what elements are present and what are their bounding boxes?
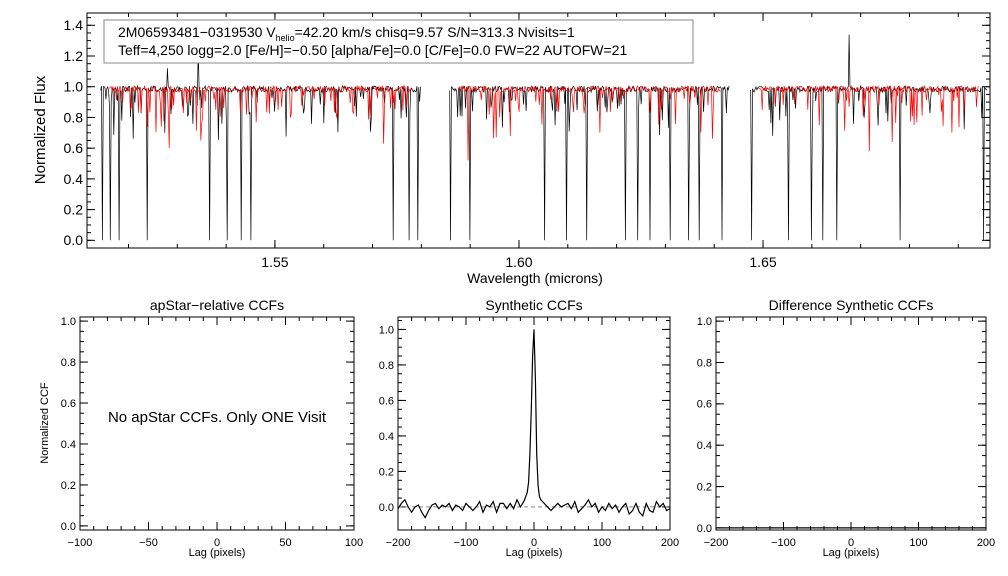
synthetic-ccf-title: Synthetic CCFs	[485, 297, 582, 313]
spectrum-y-tick-label: 1.4	[64, 17, 84, 33]
spectrum-y-tick-label: 1.2	[64, 48, 84, 64]
spectrum-model-line	[458, 85, 721, 161]
spectrum-annotation-box	[103, 19, 694, 64]
spectrum-observed-line	[449, 85, 730, 241]
spectrum-y-tick-label: 0.0	[64, 232, 84, 248]
difference-ccf-y-tick-label: 0.2	[697, 481, 712, 493]
difference-ccf-x-tick-label: −200	[704, 537, 729, 549]
spectrum-chips	[100, 34, 988, 241]
synthetic-ccf-y-tick-label: 0.6	[379, 395, 394, 407]
apstar-ccf-y-tick-label: 0.0	[61, 521, 76, 533]
spectrum-y-tick-label: 0.4	[64, 171, 84, 187]
apstar-ccf-x-tick-label: 50	[279, 537, 291, 549]
difference-ccf-y-tick-label: 0.8	[697, 357, 712, 369]
difference-ccf-panel: Difference Synthetic CCFs −200 −100 0 100 20…	[697, 297, 995, 559]
difference-ccf-x-axis-label: Lag (pixels)	[823, 547, 880, 559]
synthetic-ccf-x-tick-label: −200	[386, 537, 411, 549]
synthetic-ccf-panel: Synthetic CCFs −200 −100 0 100 200 0.0 0.2 0.4 0…	[379, 297, 679, 559]
apstar-ccf-x-tick-label: −100	[68, 537, 93, 549]
synthetic-ccf-y-tick-label: 1.0	[379, 324, 394, 336]
spectrum-x-axis-label: Wavelength (microns)	[467, 270, 603, 286]
apstar-ccf-y-tick-label: 0.8	[61, 357, 76, 369]
apstar-ccf-x-tick-label: 100	[345, 537, 363, 549]
spectrum-y-tick-label: 0.8	[64, 109, 84, 125]
apstar-ccf-y-tick-label: 1.0	[61, 316, 76, 328]
synthetic-ccf-x-tick-label: 200	[661, 537, 679, 549]
apstar-ccf-x-axis-label: Lag (pixels)	[189, 547, 246, 559]
spectrum-plot-frame	[86, 12, 991, 249]
difference-ccf-y-tick-label: 0.4	[697, 440, 712, 452]
apstar-ccf-ticks: −100 −50 0 50 100 0.0 0.2 0.4 0.6 0.8 1.0	[61, 316, 363, 549]
spectrum-panel: 1.55 1.60 1.65 0.0 0.2 0.4 0.6 0.8 1.0 1.2 1.4 2M0…	[32, 12, 991, 286]
spectrum-y-tick-label: 0.6	[64, 140, 84, 156]
apstar-ccf-no-data-message: No apStar CCFs. Only ONE Visit	[108, 409, 327, 426]
spectrum-model-line	[758, 85, 979, 152]
difference-ccf-x-tick-label: 0	[848, 537, 854, 549]
apstar-ccf-y-tick-label: 0.6	[61, 398, 76, 410]
difference-ccf-y-tick-label: 0.0	[697, 523, 712, 535]
synthetic-ccf-y-tick-label: 0.0	[379, 502, 394, 514]
apstar-ccf-title: apStar−relative CCFs	[150, 297, 284, 313]
spectrum-y-tick-label: 0.2	[64, 202, 84, 218]
apstar-ccf-y-axis-label: Normalized CCF	[39, 382, 51, 464]
spectrum-annotation-line-2: Teff=4,250 logg=2.0 [Fe/H]=−0.50 [alpha/…	[118, 42, 627, 58]
apstar-ccf-x-tick-label: −50	[139, 537, 158, 549]
synthetic-ccf-y-tick-label: 0.8	[379, 360, 394, 372]
spectrum-x-tick-label: 1.60	[505, 254, 532, 270]
synthetic-ccf-y-tick-label: 0.4	[379, 431, 394, 443]
difference-ccf-y-tick-label: 1.0	[697, 316, 712, 328]
synthetic-ccf-lines	[397, 329, 671, 519]
spectrum-y-tick-label: 1.0	[64, 79, 84, 95]
spectrum-x-tick-label: 1.55	[261, 254, 288, 270]
difference-ccf-x-tick-label: −100	[771, 537, 796, 549]
spectrum-ticks: 1.55 1.60 1.65 0.0 0.2 0.4 0.6 0.8 1.0 1.2 1.4	[64, 13, 990, 270]
difference-ccf-y-tick-label: 0.6	[697, 399, 712, 411]
spectrum-y-axis-label: Normalized Flux	[32, 75, 49, 184]
apstar-ccf-x-tick-label: 0	[214, 537, 220, 549]
synthetic-ccf-x-tick-label: 100	[593, 537, 611, 549]
synthetic-ccf-ticks: −200 −100 0 100 200 0.0 0.2 0.4 0.6 0.8 1.0	[379, 317, 679, 549]
apstar-ccf-y-tick-label: 0.2	[61, 480, 76, 492]
difference-ccf-title: Difference Synthetic CCFs	[769, 297, 934, 313]
synthetic-ccf-x-tick-label: 0	[531, 537, 537, 549]
spectrum-model-line	[109, 84, 412, 149]
apstar-ccf-y-tick-label: 0.4	[61, 439, 76, 451]
synthetic-ccf-y-tick-label: 0.2	[379, 466, 394, 478]
synthetic-ccf-x-tick-label: −100	[454, 537, 479, 549]
spectrum-annotation-line-1: 2M06593481−0319530 Vhelio=42.20 km/s chi…	[118, 24, 575, 43]
difference-ccf-x-tick-label: 100	[909, 537, 927, 549]
apstar-ccf-panel: apStar−relative CCFs −100 −50 0 50 100 0.0 0.2…	[39, 297, 363, 559]
spectrum-x-tick-label: 1.65	[749, 254, 776, 270]
difference-ccf-x-tick-label: 200	[977, 537, 995, 549]
synthetic-ccf-x-axis-label: Lag (pixels)	[506, 547, 563, 559]
synthetic-ccf-line	[397, 329, 671, 519]
